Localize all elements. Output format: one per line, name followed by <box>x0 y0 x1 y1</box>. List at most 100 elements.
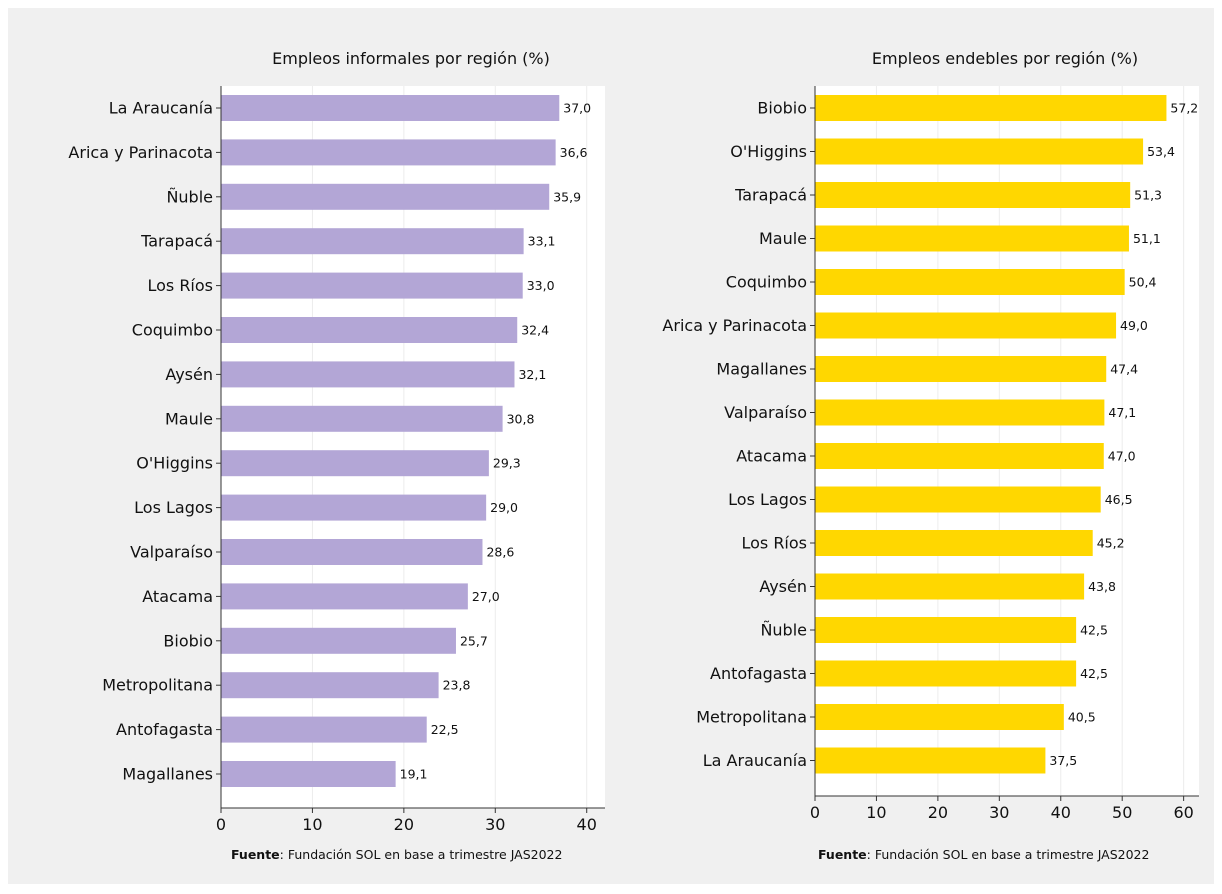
chart-title: Empleos endebles por región (%) <box>872 49 1138 68</box>
chart-title: Empleos informales por región (%) <box>272 49 550 68</box>
source-note-right: Fuente: Fundación SOL en base a trimestr… <box>818 847 1149 862</box>
bar <box>221 627 456 654</box>
category-label: Los Ríos <box>741 534 807 553</box>
category-label: Los Lagos <box>728 490 807 509</box>
value-label: 25,7 <box>460 633 488 648</box>
bar <box>815 443 1104 469</box>
x-tick-label: 30 <box>485 815 505 834</box>
value-label: 40,5 <box>1068 710 1096 725</box>
category-label: La Araucanía <box>703 751 807 770</box>
bar <box>221 317 518 343</box>
source-label: Fuente <box>818 847 867 862</box>
x-tick-label: 50 <box>1112 803 1132 822</box>
category-label: Ñuble <box>760 621 807 640</box>
value-label: 33,1 <box>528 234 556 249</box>
value-label: 30,8 <box>507 411 535 426</box>
value-label: 32,4 <box>521 323 549 338</box>
value-label: 53,4 <box>1147 144 1175 159</box>
category-label: Atacama <box>142 587 213 606</box>
source-text: : Fundación SOL en base a trimestre JAS2… <box>279 847 563 862</box>
value-label: 28,6 <box>486 545 514 560</box>
category-label: Aysén <box>165 365 213 384</box>
value-label: 45,2 <box>1097 536 1125 551</box>
bar <box>815 312 1117 339</box>
bar <box>815 399 1105 426</box>
category-label: Metropolitana <box>696 708 807 727</box>
value-label: 36,6 <box>560 145 588 160</box>
category-label: Valparaíso <box>130 543 213 562</box>
category-label: O'Higgins <box>136 454 213 473</box>
category-label: Aysén <box>759 577 807 596</box>
value-label: 47,4 <box>1110 362 1138 377</box>
bar <box>815 573 1085 600</box>
x-tick-label: 0 <box>810 803 820 822</box>
bar <box>221 183 550 210</box>
chart-weak-employment: Empleos endebles por región (%) Biobio 57,… <box>662 49 1199 822</box>
value-label: 37,5 <box>1049 753 1077 768</box>
x-tick-label: 40 <box>1051 803 1071 822</box>
bar <box>221 405 503 432</box>
category-label: La Araucanía <box>109 99 213 118</box>
source-label: Fuente <box>231 847 280 862</box>
bar <box>221 716 427 743</box>
bar <box>815 617 1077 643</box>
value-label: 29,3 <box>493 456 521 471</box>
chart-informal-employment: Empleos informales por región (%) La Arau… <box>68 49 605 834</box>
bar <box>815 747 1046 774</box>
category-label: Valparaíso <box>724 403 807 422</box>
category-label: Maule <box>759 229 807 248</box>
x-tick-label: 10 <box>302 815 322 834</box>
bar <box>221 450 489 477</box>
value-label: 23,8 <box>443 678 471 693</box>
bar <box>815 95 1167 121</box>
value-label: 47,1 <box>1108 405 1136 420</box>
category-label: Arica y Parinacota <box>68 143 213 162</box>
category-label: Magallanes <box>716 360 807 379</box>
value-label: 33,0 <box>527 278 555 293</box>
value-label: 42,5 <box>1080 623 1108 638</box>
category-label: O'Higgins <box>730 142 807 161</box>
category-label: Tarapacá <box>734 186 807 205</box>
bar <box>815 356 1107 382</box>
value-label: 22,5 <box>431 722 459 737</box>
x-tick-label: 20 <box>928 803 948 822</box>
category-label: Ñuble <box>166 187 213 206</box>
value-label: 42,5 <box>1080 666 1108 681</box>
value-label: 37,0 <box>563 101 591 116</box>
category-label: Atacama <box>736 447 807 466</box>
bar <box>221 494 487 521</box>
value-label: 43,8 <box>1088 579 1116 594</box>
category-label: Coquimbo <box>726 273 807 292</box>
value-label: 51,3 <box>1134 188 1162 203</box>
category-label: Biobio <box>163 631 213 650</box>
bar <box>815 660 1077 687</box>
x-tick-label: 60 <box>1173 803 1193 822</box>
value-label: 46,5 <box>1105 492 1133 507</box>
x-tick-label: 40 <box>577 815 597 834</box>
category-label: Los Lagos <box>134 498 213 517</box>
bar <box>221 272 523 299</box>
value-label: 32,1 <box>518 367 546 382</box>
value-label: 35,9 <box>553 189 581 204</box>
category-label: Antofagasta <box>116 720 213 739</box>
bar <box>221 139 556 166</box>
source-text: : Fundación SOL en base a trimestre JAS2… <box>866 847 1150 862</box>
category-label: Metropolitana <box>102 676 213 695</box>
value-label: 29,0 <box>490 500 518 515</box>
category-label: Maule <box>165 409 213 428</box>
bar <box>221 539 483 565</box>
bar <box>221 583 468 610</box>
value-label: 47,0 <box>1108 449 1136 464</box>
bar <box>815 182 1131 208</box>
category-label: Antofagasta <box>710 664 807 683</box>
category-label: Biobio <box>757 99 807 118</box>
bar <box>815 138 1144 165</box>
value-label: 57,2 <box>1170 101 1198 116</box>
value-label: 50,4 <box>1129 275 1157 290</box>
bar <box>815 269 1125 295</box>
category-label: Tarapacá <box>140 232 213 251</box>
bar <box>221 761 396 787</box>
bar <box>815 225 1129 252</box>
bar <box>221 672 439 699</box>
